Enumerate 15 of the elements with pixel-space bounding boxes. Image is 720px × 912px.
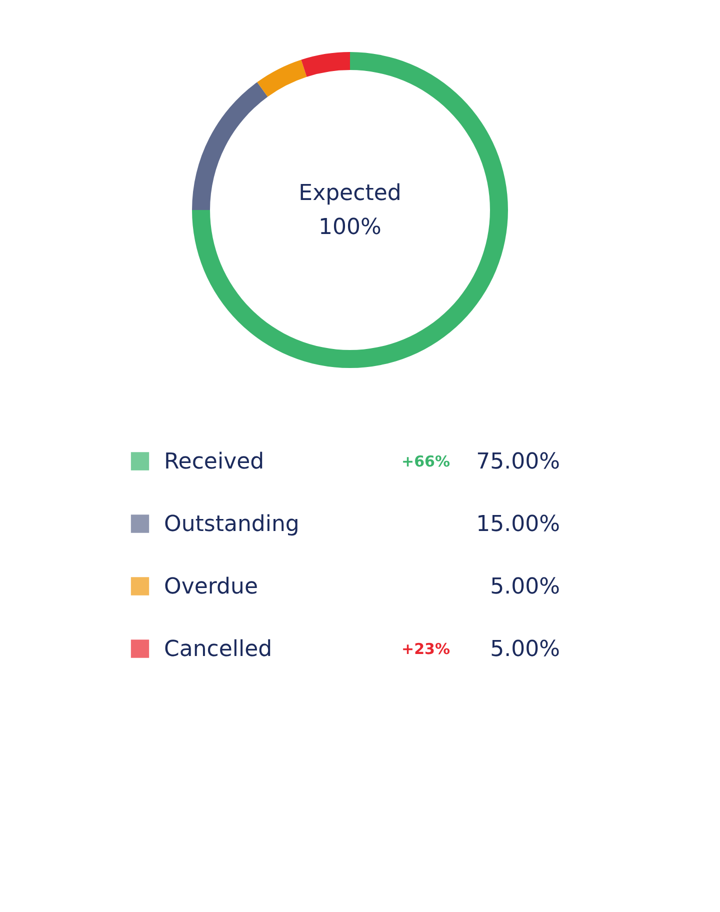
- data-label: 15.00%: [476, 512, 560, 537]
- donut-slice: [257, 60, 307, 97]
- data-label: 5.00%: [490, 636, 560, 662]
- text: Expected 100%: [298, 181, 402, 240]
- legend-label: Received: [164, 449, 264, 474]
- donut-slice: [192, 82, 268, 210]
- legend-label: Outstanding: [164, 512, 300, 537]
- data-label: 5.00%: [490, 574, 560, 600]
- text: +66%: [402, 452, 450, 470]
- text: +23%: [402, 640, 450, 658]
- donut-slice: [301, 52, 350, 77]
- legend-label: Cancelled: [164, 636, 272, 662]
- legend-label: Overdue: [164, 574, 258, 600]
- data-label: 75.00%: [476, 449, 560, 474]
- donut-slice: [192, 52, 508, 368]
